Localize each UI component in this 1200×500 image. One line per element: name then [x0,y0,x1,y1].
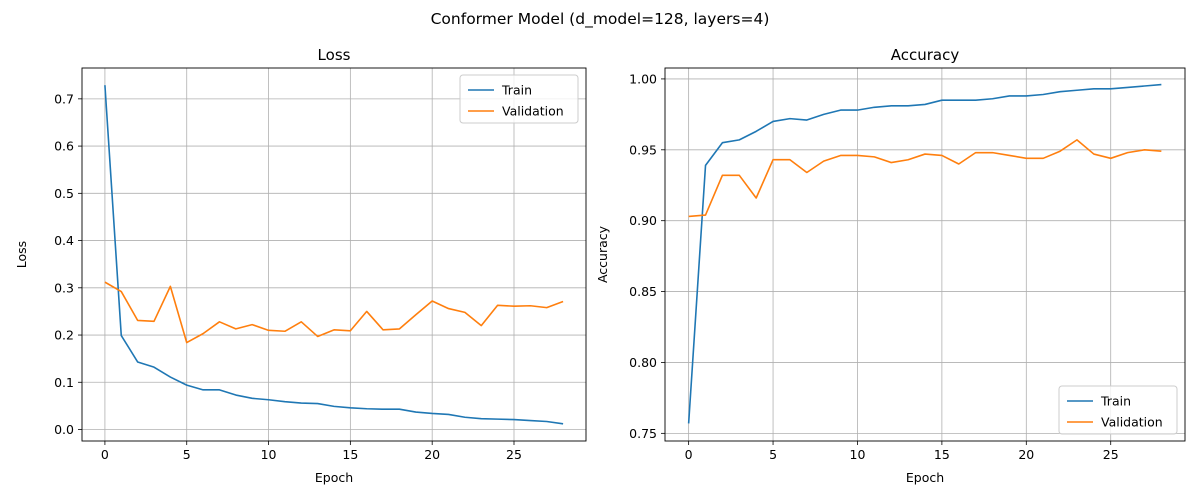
y-tick-label: 0.7 [54,91,74,106]
x-tick-label: 10 [850,447,866,462]
charts-container: 0 5 10 15 20 25 0.0 0.1 0.2 0.3 0.4 0.5 0.6 0.7 Loss Ep… [14,46,1186,485]
chart-0-group: 0 5 10 15 20 25 0.0 0.1 0.2 0.3 0.4 0.5 0.6 0.7 Loss Ep… [14,46,587,485]
y-tick-label: 0.6 [54,139,74,154]
legend: Train Validation [1058,385,1178,435]
legend-label-validation: Validation [1101,415,1163,430]
legend-label-train: Train [501,83,532,98]
y-tick-label: 0.2 [54,328,74,343]
y-tick-label: 0.95 [629,142,657,157]
y-tick-label: 0.80 [629,355,657,370]
plot-frame [81,67,587,442]
plot-frame [664,67,1186,442]
y-tick-label: 0.1 [54,375,74,390]
y-axis-label: Loss [14,241,29,268]
x-tick-label: 15 [934,447,950,462]
y-tick-label: 0.75 [629,426,657,441]
series-line-validation [688,139,1162,218]
chart-title: Loss [318,46,351,64]
series-line-train [104,85,564,425]
legend-label-train: Train [1100,394,1131,409]
figure-title: Conformer Model (d_model=128, layers=4) [431,10,770,29]
y-tick-label: 0.4 [54,233,74,248]
x-tick-label: 5 [769,447,777,462]
legend-label-validation: Validation [502,104,564,119]
x-tick-label: 20 [1018,447,1034,462]
y-axis-label: Accuracy [595,225,610,283]
y-tick-label: 0.3 [54,280,74,295]
x-tick-label: 0 [101,447,109,462]
x-tick-label: 10 [261,447,277,462]
x-axis-label: Epoch [315,470,353,485]
chart-title: Accuracy [891,46,960,64]
x-tick-label: 25 [506,447,522,462]
x-axis-label: Epoch [906,470,944,485]
legend: Train Validation [459,74,579,124]
x-tick-label: 15 [342,447,358,462]
series-line-train [687,83,1162,424]
x-tick-label: 25 [1103,447,1119,462]
x-tick-label: 20 [424,447,440,462]
y-tick-label: 0.90 [629,213,657,228]
x-tick-label: 0 [685,447,693,462]
series-line-validation [104,281,564,344]
y-tick-label: 0.0 [54,422,74,437]
y-tick-label: 1.00 [629,71,657,86]
y-tick-label: 0.5 [54,186,74,201]
y-tick-label: 0.85 [629,284,657,299]
x-tick-label: 5 [183,447,191,462]
chart-1-group: 0 5 10 15 20 25 0.75 0.80 0.85 0.90 0.95 1.00 Accura… [595,46,1186,485]
